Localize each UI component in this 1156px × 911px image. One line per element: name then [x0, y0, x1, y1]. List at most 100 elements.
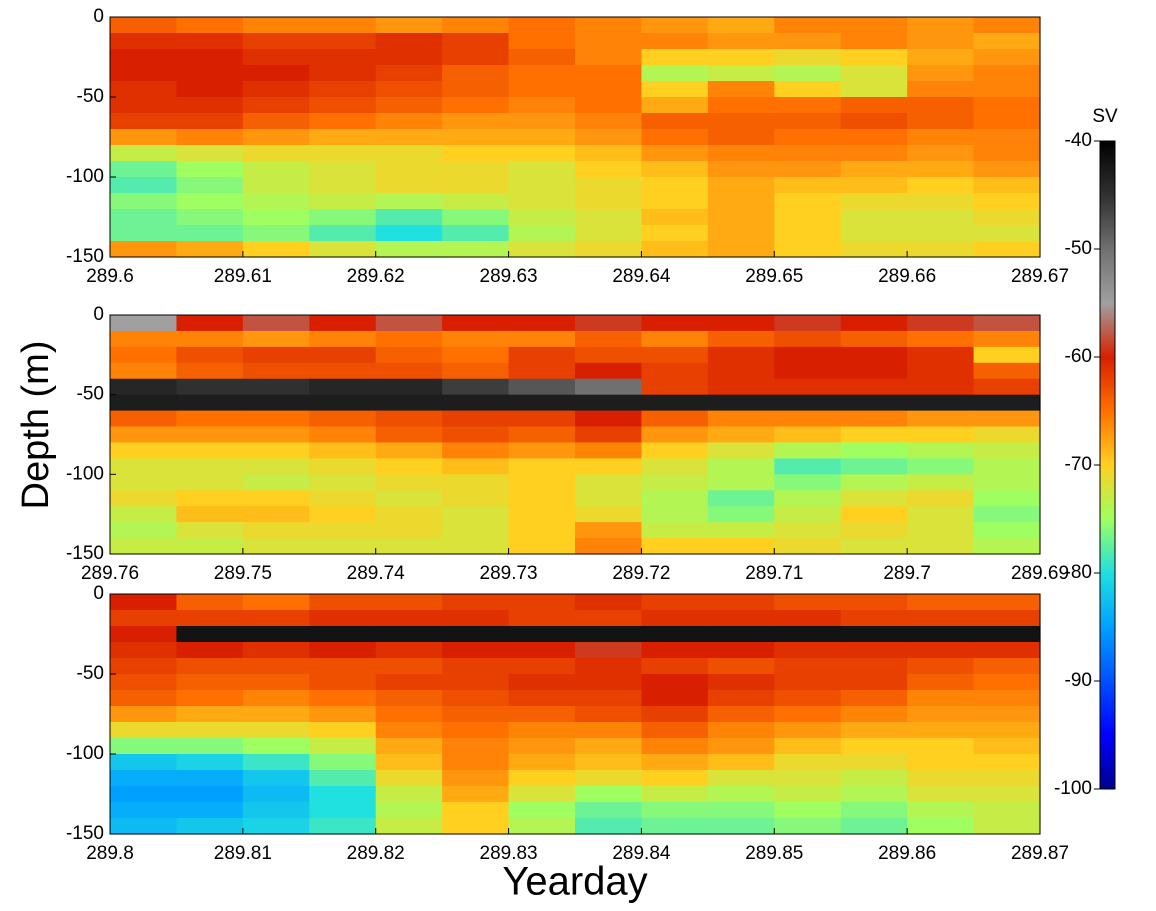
heatmap-cell — [375, 65, 443, 82]
colorbar-tick-label: -60 — [1065, 346, 1092, 367]
heatmap-cell — [707, 658, 775, 675]
heatmap-cell — [774, 610, 842, 627]
heatmap-cell — [575, 145, 643, 162]
heatmap-cell — [176, 674, 244, 691]
heatmap-cell — [176, 209, 244, 226]
heatmap-cell — [309, 802, 377, 819]
heatmap-cell — [840, 786, 908, 803]
heatmap-cell — [575, 193, 643, 210]
heatmap-cell — [309, 113, 377, 130]
plot-frame — [109, 16, 1041, 258]
heatmap-cell — [973, 786, 1041, 803]
heatmap-cell — [508, 626, 576, 643]
heatmap-cell — [774, 193, 842, 210]
heatmap-cell — [442, 474, 510, 491]
heatmap-cell — [176, 610, 244, 627]
heatmap-cell — [508, 410, 576, 428]
heatmap-cell — [442, 225, 510, 242]
heatmap-cell — [110, 802, 178, 819]
heatmap-cell — [176, 394, 244, 412]
heatmap-cell — [309, 193, 377, 210]
heatmap-cell — [442, 113, 510, 130]
heatmap-cell — [375, 209, 443, 226]
heatmap-cell — [110, 506, 178, 523]
heatmap-cell — [176, 658, 244, 675]
heatmap-cell — [641, 209, 709, 226]
heatmap-cell — [840, 362, 908, 380]
heatmap-cell — [707, 674, 775, 691]
heatmap-cell — [641, 65, 709, 82]
heatmap-cell — [840, 65, 908, 82]
heatmap-cell — [309, 394, 377, 412]
y-tick-label: 0 — [93, 6, 104, 27]
heatmap-cell — [707, 113, 775, 130]
heatmap-cell — [575, 330, 643, 348]
heatmap-cell — [242, 113, 310, 130]
heatmap-cell — [973, 458, 1041, 475]
heatmap-cell — [508, 594, 576, 611]
heatmap-cell — [973, 738, 1041, 755]
heatmap-cell — [840, 442, 908, 459]
heatmap-cell — [973, 113, 1041, 130]
heatmap-cell — [309, 474, 377, 491]
heatmap-cell — [110, 362, 178, 380]
colorbar-tick-label: -90 — [1065, 670, 1092, 691]
heatmap-cell — [973, 594, 1041, 611]
heatmap-cell — [176, 315, 244, 332]
x-tick-label: 289.72 — [612, 563, 670, 584]
heatmap-cell — [375, 129, 443, 146]
heatmap-cell — [907, 658, 975, 675]
heatmap-cell — [907, 193, 975, 210]
heatmap-cell — [774, 33, 842, 50]
heatmap-cell — [442, 394, 510, 412]
heatmap-cell — [973, 394, 1041, 412]
heatmap-cell — [309, 442, 377, 459]
heatmap-cell — [176, 81, 244, 98]
heatmap-cell — [774, 738, 842, 755]
heatmap-cell — [309, 490, 377, 507]
heatmap-cell — [375, 225, 443, 242]
heatmap-cell — [973, 522, 1041, 539]
heatmap-cell — [774, 394, 842, 412]
heatmap-cell — [840, 490, 908, 507]
heatmap-cell — [442, 706, 510, 723]
heatmap-cell — [242, 610, 310, 627]
x-tick-label: 289.69 — [1011, 563, 1069, 584]
heatmap-cell — [110, 209, 178, 226]
x-axis-label: Yearday — [502, 860, 647, 904]
heatmap-cell — [242, 346, 310, 364]
heatmap-cell — [840, 161, 908, 178]
heatmap-cell — [575, 754, 643, 771]
heatmap-cell — [110, 394, 178, 412]
heatmap-cell — [375, 241, 443, 258]
heatmap-cell — [309, 177, 377, 194]
colorbar-tick-label: -50 — [1065, 238, 1092, 259]
heatmap-cell — [508, 193, 576, 210]
heatmap-cell — [375, 426, 443, 444]
heatmap-cell — [973, 802, 1041, 819]
heatmap-cell — [242, 225, 310, 242]
heatmap-cell — [242, 81, 310, 98]
heatmap-cell — [375, 113, 443, 130]
y-tick-label: -100 — [66, 166, 104, 187]
heatmap-cell — [575, 442, 643, 459]
heatmap-cell — [707, 315, 775, 332]
heatmap-cell — [840, 33, 908, 50]
heatmap-cell — [840, 241, 908, 258]
heatmap-cell — [309, 129, 377, 146]
heatmap-cell — [575, 538, 643, 555]
heatmap-cell — [907, 474, 975, 491]
heatmap-cell — [707, 738, 775, 755]
heatmap-cell — [176, 538, 244, 555]
x-tick-label: 289.7 — [883, 563, 931, 584]
heatmap-cell — [973, 225, 1041, 242]
heatmap-cell — [707, 177, 775, 194]
y-tick-label: 0 — [93, 304, 104, 325]
heatmap-cell — [973, 97, 1041, 114]
heatmap-cell — [907, 674, 975, 691]
heatmap-cell — [242, 426, 310, 444]
heatmap-cell — [575, 65, 643, 82]
heatmap-cell — [176, 177, 244, 194]
heatmap-cell — [641, 426, 709, 444]
heatmap-cell — [973, 706, 1041, 723]
